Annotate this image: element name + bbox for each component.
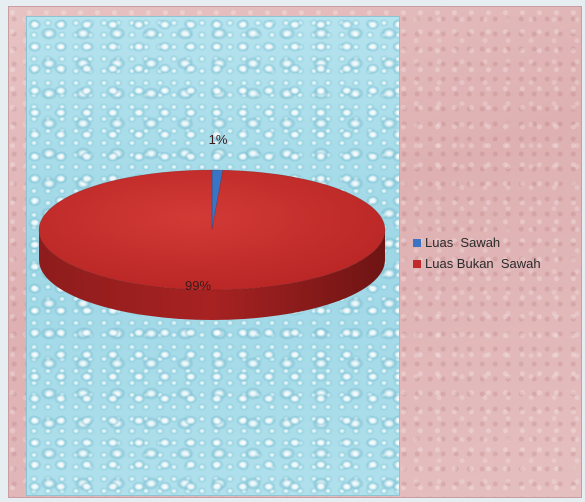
- pie-slice-side-1: [39, 230, 385, 320]
- legend-swatch-luas-sawah: [413, 238, 421, 247]
- legend-item-luas-sawah: Luas Sawah: [413, 232, 541, 253]
- legend-label-luas-bukan-sawah: Luas Bukan Sawah: [425, 256, 541, 271]
- legend-swatch-luas-bukan-sawah: [413, 259, 421, 268]
- legend-item-luas-bukan-sawah: Luas Bukan Sawah: [413, 253, 541, 274]
- data-label-1: 99%: [185, 278, 211, 293]
- pie-slice-1: [38, 169, 386, 291]
- pie-chart: 1% 99%: [38, 132, 386, 320]
- chart-legend: Luas Sawah Luas Bukan Sawah: [413, 232, 541, 274]
- pie-slice-0: [211, 169, 224, 231]
- data-label-0: 1%: [209, 132, 228, 147]
- legend-label-luas-sawah: Luas Sawah: [425, 235, 501, 250]
